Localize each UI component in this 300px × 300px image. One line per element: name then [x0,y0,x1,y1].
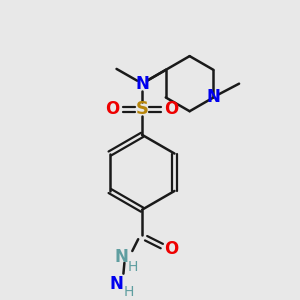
Text: O: O [164,100,179,118]
Text: O: O [106,100,120,118]
Text: N: N [207,88,220,106]
Text: H: H [128,260,139,274]
Text: O: O [164,240,179,258]
Text: N: N [115,248,128,266]
Text: S: S [136,100,148,118]
Text: N: N [110,275,124,293]
Text: H: H [123,285,134,299]
Text: N: N [135,75,149,93]
